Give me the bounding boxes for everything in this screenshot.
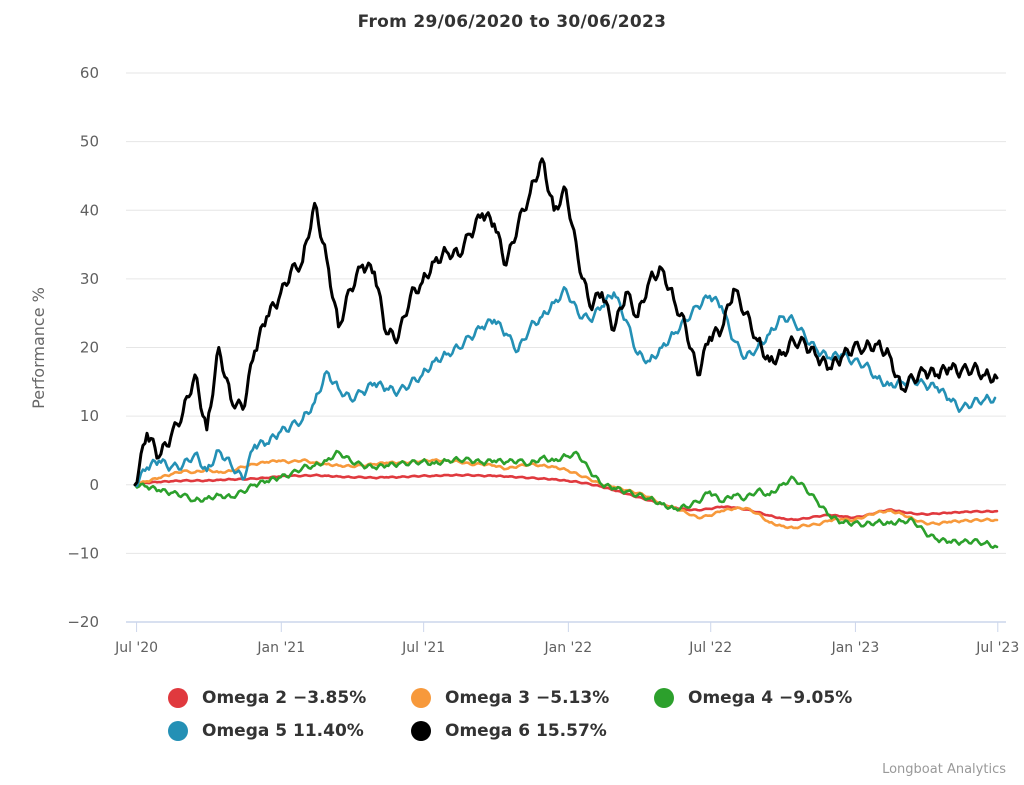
legend-item-omega-4[interactable]: Omega 4 −9.05% xyxy=(654,688,852,708)
legend-label: Omega 6 15.57% xyxy=(445,721,607,741)
y-tick-label: 10 xyxy=(80,407,99,425)
series-line-omega-2[interactable] xyxy=(133,473,999,522)
y-axis-ticks: 60 50 40 30 20 10 0 −10 −20 xyxy=(67,64,99,631)
legend-item-omega-3[interactable]: Omega 3 −5.13% xyxy=(411,688,609,708)
legend-label: Omega 5 11.40% xyxy=(202,721,364,741)
y-tick-label: −20 xyxy=(67,613,99,631)
x-tick-label: Jul '23 xyxy=(975,640,1019,656)
legend-label: Omega 4 −9.05% xyxy=(688,688,853,708)
legend-item-omega-5[interactable]: Omega 5 11.40% xyxy=(168,721,364,741)
legend-marker-icon xyxy=(411,688,431,708)
legend-marker-icon xyxy=(168,688,188,708)
x-axis: Jul '20 Jan '21 Jul '21 Jan '22 Jul '22 Jan '… xyxy=(114,621,1019,656)
series-line-omega-3[interactable] xyxy=(133,458,999,530)
legend-marker-icon xyxy=(411,721,431,741)
y-tick-label: 50 xyxy=(80,133,99,151)
x-tick-label: Jul '22 xyxy=(688,640,732,656)
x-tick-label: Jan '23 xyxy=(831,640,880,656)
y-tick-label: 40 xyxy=(80,201,99,219)
y-tick-label: 20 xyxy=(80,339,99,357)
gridlines xyxy=(126,72,1006,554)
x-tick-label: Jan '22 xyxy=(544,640,593,656)
y-axis-title: Performance % xyxy=(29,287,48,409)
y-tick-label: 0 xyxy=(89,476,99,494)
legend-label: Omega 3 −5.13% xyxy=(445,688,610,708)
legend-marker-icon xyxy=(168,721,188,741)
series-line-omega-4[interactable] xyxy=(133,449,999,549)
credits-link[interactable]: Longboat Analytics xyxy=(882,762,1006,777)
series-line-omega-6[interactable] xyxy=(133,157,999,487)
legend-label: Omega 2 −3.85% xyxy=(202,688,367,708)
legend-marker-icon xyxy=(654,688,674,708)
y-tick-label: 30 xyxy=(80,270,99,288)
legend-item-omega-2[interactable]: Omega 2 −3.85% xyxy=(168,688,366,708)
x-tick-label: Jul '20 xyxy=(114,640,158,656)
y-tick-label: 60 xyxy=(80,64,99,82)
x-tick-label: Jan '21 xyxy=(256,640,305,656)
legend-item-omega-6[interactable]: Omega 6 15.57% xyxy=(411,721,607,741)
series-line-omega-5[interactable] xyxy=(133,286,997,488)
chart-title: From 29/06/2020 to 30/06/2023 xyxy=(357,12,667,32)
x-tick-label: Jul '21 xyxy=(401,640,445,656)
series-lines xyxy=(133,157,999,549)
y-tick-label: −10 xyxy=(67,544,99,562)
